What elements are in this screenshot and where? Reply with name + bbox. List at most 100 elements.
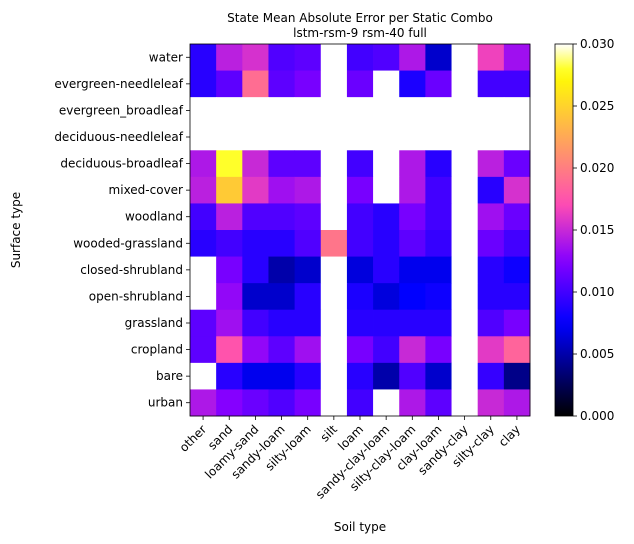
chart-title: State Mean Absolute Error per Static Com…: [227, 11, 493, 25]
heatmap-cell: [242, 97, 269, 125]
colorbar-tick-label: 0.030: [580, 37, 614, 51]
heatmap-cell: [320, 70, 348, 98]
heatmap-cell: [399, 203, 426, 231]
heatmap-cell: [242, 309, 269, 337]
heatmap-cell: [294, 336, 322, 364]
heatmap-cell: [503, 362, 531, 390]
heatmap-cell: [216, 230, 243, 257]
heatmap-cell: [373, 362, 400, 390]
heatmap-cell: [294, 309, 322, 337]
heatmap-cell: [451, 336, 479, 364]
colorbar-ticks: 0.000 0.005 0.010 0.015 0.020 0.025 0.030: [573, 37, 614, 423]
y-tick-label: woodland: [125, 210, 183, 224]
heatmap-cell: [268, 389, 296, 417]
heatmap-cell: [477, 362, 505, 390]
heatmap-cell: [346, 230, 374, 257]
y-axis-label: Surface type: [9, 192, 23, 268]
heatmap-cell: [320, 203, 348, 231]
heatmap-cell: [216, 309, 243, 337]
heatmap-cell: [451, 230, 479, 257]
heatmap-cell: [346, 97, 374, 125]
x-tick-label: clay: [496, 422, 523, 449]
heatmap-cell: [373, 70, 400, 98]
heatmap-cell: [399, 70, 426, 98]
heatmap-cell: [190, 256, 217, 284]
heatmap-cell: [320, 256, 348, 284]
heatmap-cell: [399, 123, 426, 151]
heatmap-cell: [477, 389, 505, 417]
y-tick-label: water: [149, 50, 183, 64]
heatmap-cell: [503, 256, 531, 284]
heatmap-cell: [242, 123, 269, 151]
heatmap-cell: [373, 336, 400, 364]
heatmap-cell: [190, 150, 217, 178]
heatmap-cell: [477, 309, 505, 337]
heatmap-cell: [268, 203, 296, 231]
colorbar-tick-label: 0.015: [580, 223, 614, 237]
heatmap-cell: [268, 256, 296, 284]
y-tick-label: evergreen_broadleaf: [59, 103, 184, 117]
heatmap-cell: [451, 70, 479, 98]
heatmap-cell: [346, 389, 374, 417]
heatmap-cell: [190, 283, 217, 311]
heatmap-cell: [373, 283, 400, 311]
heatmap-cell: [294, 389, 322, 417]
heatmap-cell: [190, 70, 217, 98]
heatmap-cell: [425, 336, 452, 364]
y-tick-label: closed-shrubland: [80, 263, 183, 277]
heatmap-cell: [399, 97, 426, 125]
heatmap-cell: [346, 256, 374, 284]
heatmap-cell: [320, 176, 348, 204]
heatmap-cell: [425, 389, 452, 417]
heatmap-cell: [425, 256, 452, 284]
heatmap-cell: [477, 336, 505, 364]
heatmap-cell: [503, 389, 531, 417]
heatmap-cell: [477, 256, 505, 284]
y-tick-label: grassland: [125, 316, 183, 330]
heatmap-cell: [294, 283, 322, 311]
heatmap-cell: [503, 283, 531, 311]
y-tick-label: open-shrubland: [89, 289, 183, 303]
heatmap-cell: [477, 44, 505, 71]
heatmap-cell: [477, 176, 505, 204]
heatmap-cell: [346, 70, 374, 98]
heatmap-cell: [242, 389, 269, 417]
heatmap-cell: [373, 97, 400, 125]
heatmap-cell: [294, 123, 322, 151]
heatmap-cell: [346, 150, 374, 178]
heatmap-cell: [190, 97, 217, 125]
heatmap-cell: [399, 336, 426, 364]
heatmap-cell: [477, 70, 505, 98]
heatmap-cell: [373, 256, 400, 284]
colorbar-tick-label: 0.010: [580, 285, 614, 299]
heatmap-cell: [320, 336, 348, 364]
heatmap-cell: [451, 150, 479, 178]
heatmap-cell: [294, 176, 322, 204]
heatmap-cell: [477, 123, 505, 151]
heatmap-cell: [503, 230, 531, 257]
heatmap-cell: [320, 362, 348, 390]
heatmap-cell: [294, 44, 322, 71]
heatmap-cell: [216, 362, 243, 390]
heatmap-cell: [294, 362, 322, 390]
heatmap-cell: [451, 309, 479, 337]
heatmap-cell: [268, 97, 296, 125]
heatmap-cell: [451, 203, 479, 231]
heatmap-cell: [242, 70, 269, 98]
heatmap-cell: [320, 44, 348, 71]
heatmap-cell: [399, 283, 426, 311]
heatmap-cell: [216, 203, 243, 231]
heatmap-cell: [294, 203, 322, 231]
heatmap-cell: [425, 44, 452, 71]
colorbar-tick-label: 0.005: [580, 347, 614, 361]
heatmap-cell: [190, 389, 217, 417]
heatmap-cell: [373, 123, 400, 151]
heatmap-cell: [399, 150, 426, 178]
colorbar-tick-label: 0.025: [580, 99, 614, 113]
heatmap-cell: [373, 230, 400, 257]
heatmap-cell: [503, 203, 531, 231]
heatmap-cell: [268, 150, 296, 178]
heatmap-cell: [373, 150, 400, 178]
heatmap-cell: [216, 150, 243, 178]
heatmap-cell: [216, 44, 243, 71]
